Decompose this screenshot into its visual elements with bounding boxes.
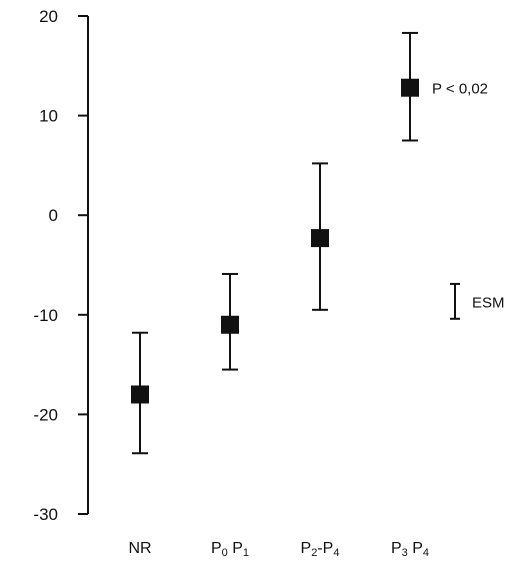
y-tick-label: 20: [39, 7, 58, 26]
x-category-label: P2-P4: [301, 540, 340, 559]
data-point-marker: [131, 385, 149, 404]
data-points: [131, 78, 419, 404]
esm-label: ESM: [472, 294, 505, 311]
data-point-marker: [401, 78, 419, 97]
y-tick-label: -30: [33, 505, 58, 524]
error-bars: [132, 31, 418, 455]
x-category-labels: NR P0 P1 P2-P4 P3 P4: [128, 540, 429, 559]
data-point-marker: [311, 229, 329, 248]
y-tick-label: 0: [49, 206, 58, 225]
y-ticks: 20 10 0 -10 -20 -30: [33, 7, 88, 524]
x-category-label: NR: [128, 540, 151, 557]
y-tick-label: -10: [33, 306, 58, 325]
data-point-marker: [221, 315, 239, 334]
x-category-label: P3 P4: [391, 540, 429, 559]
annotations: P < 0,02 ESM: [432, 81, 505, 320]
y-tick-label: 10: [39, 107, 58, 126]
y-tick-label: -20: [33, 405, 58, 424]
x-category-label: P0 P1: [211, 540, 249, 559]
significance-label: P < 0,02: [432, 81, 488, 98]
